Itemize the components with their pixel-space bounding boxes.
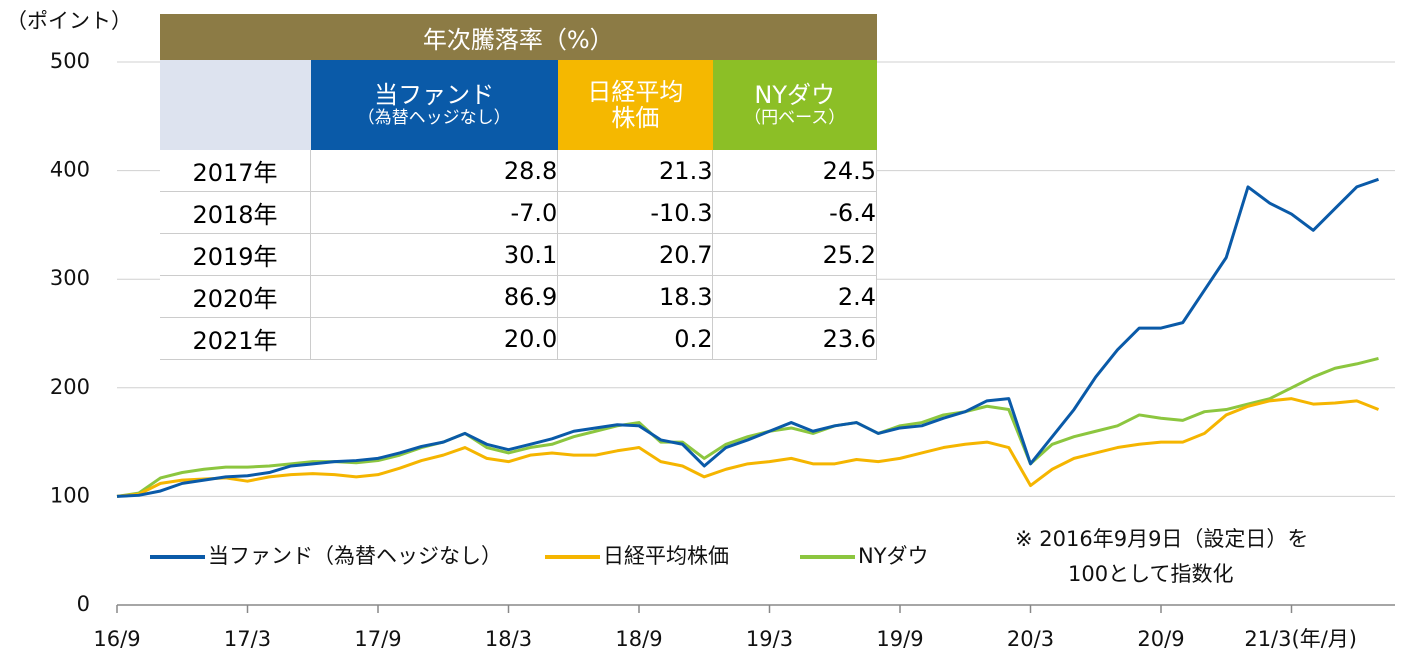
cell-value: 24.5 <box>712 150 877 192</box>
cell-value: 20.0 <box>310 317 559 360</box>
cell-value: 0.2 <box>557 317 714 360</box>
cell-value: -10.3 <box>557 191 714 234</box>
cell-value: 20.7 <box>557 233 714 276</box>
x-tick-label: 20/3 <box>1007 627 1054 651</box>
y-unit: （ポイント） <box>6 9 132 33</box>
cell-value: 86.9 <box>310 275 559 318</box>
y-tick-label: 500 <box>50 49 90 73</box>
cell-value: 25.2 <box>712 233 877 276</box>
col-head: 当ファンド <box>374 81 495 110</box>
x-tick-label: 21/3 <box>1244 627 1291 651</box>
note: ※ 2016年9月9日（設定日）を <box>1015 527 1308 551</box>
cell-value: -6.4 <box>712 191 877 234</box>
row-year: 2017年 <box>160 150 311 192</box>
col-sub: （為替ヘッジなし） <box>357 107 511 128</box>
cell-value: 2.4 <box>712 275 877 318</box>
y-tick-label: 400 <box>50 158 90 182</box>
y-tick-label: 0 <box>77 592 90 616</box>
y-tick-label: 100 <box>50 483 90 507</box>
x-tick-label: 20/9 <box>1137 627 1184 651</box>
legend-label: 日経平均株価 <box>603 544 729 568</box>
x-tick-label: 17/3 <box>224 627 271 651</box>
cell-value: 21.3 <box>557 150 714 192</box>
col-head: NYダウ <box>754 81 836 110</box>
x-tick-label: 16/9 <box>93 627 140 651</box>
return-table: 年次騰落率（%） 当ファンド （為替ヘッジなし） 日経平均 株価 NYダウ （円ベース… <box>160 14 877 360</box>
row-year: 2020年 <box>160 275 311 318</box>
y-tick-label: 200 <box>50 375 90 399</box>
cell-value: 23.6 <box>712 317 877 360</box>
x-tick-label: 18/3 <box>485 627 532 651</box>
cell-value: 18.3 <box>557 275 714 318</box>
legend-label: 当ファンド（為替ヘッジなし） <box>208 544 502 568</box>
x-tick-label: 19/3 <box>746 627 793 651</box>
x-unit: (年/月) <box>1292 627 1357 651</box>
legend-label: NYダウ <box>858 544 929 568</box>
row-year: 2018年 <box>160 191 311 234</box>
cell-value: -7.0 <box>310 191 559 234</box>
cell-value: 28.8 <box>310 150 559 192</box>
x-tick-label: 18/9 <box>615 627 662 651</box>
note: 100として指数化 <box>1068 562 1233 586</box>
series-line <box>116 177 1379 498</box>
y-tick-label: 300 <box>50 266 90 290</box>
table-title: 年次騰落率（%） <box>160 14 877 60</box>
series-line <box>116 397 1380 498</box>
col-sub: （円ベース） <box>744 107 846 128</box>
row-year: 2019年 <box>160 233 311 276</box>
cell-value: 30.1 <box>310 233 559 276</box>
col-sub: 株価 <box>611 104 660 132</box>
row-year: 2021年 <box>160 317 311 360</box>
col-head: 日経平均 <box>587 77 684 106</box>
x-tick-label: 17/9 <box>354 627 401 651</box>
x-tick-label: 19/9 <box>876 627 923 651</box>
series-line <box>116 357 1379 498</box>
